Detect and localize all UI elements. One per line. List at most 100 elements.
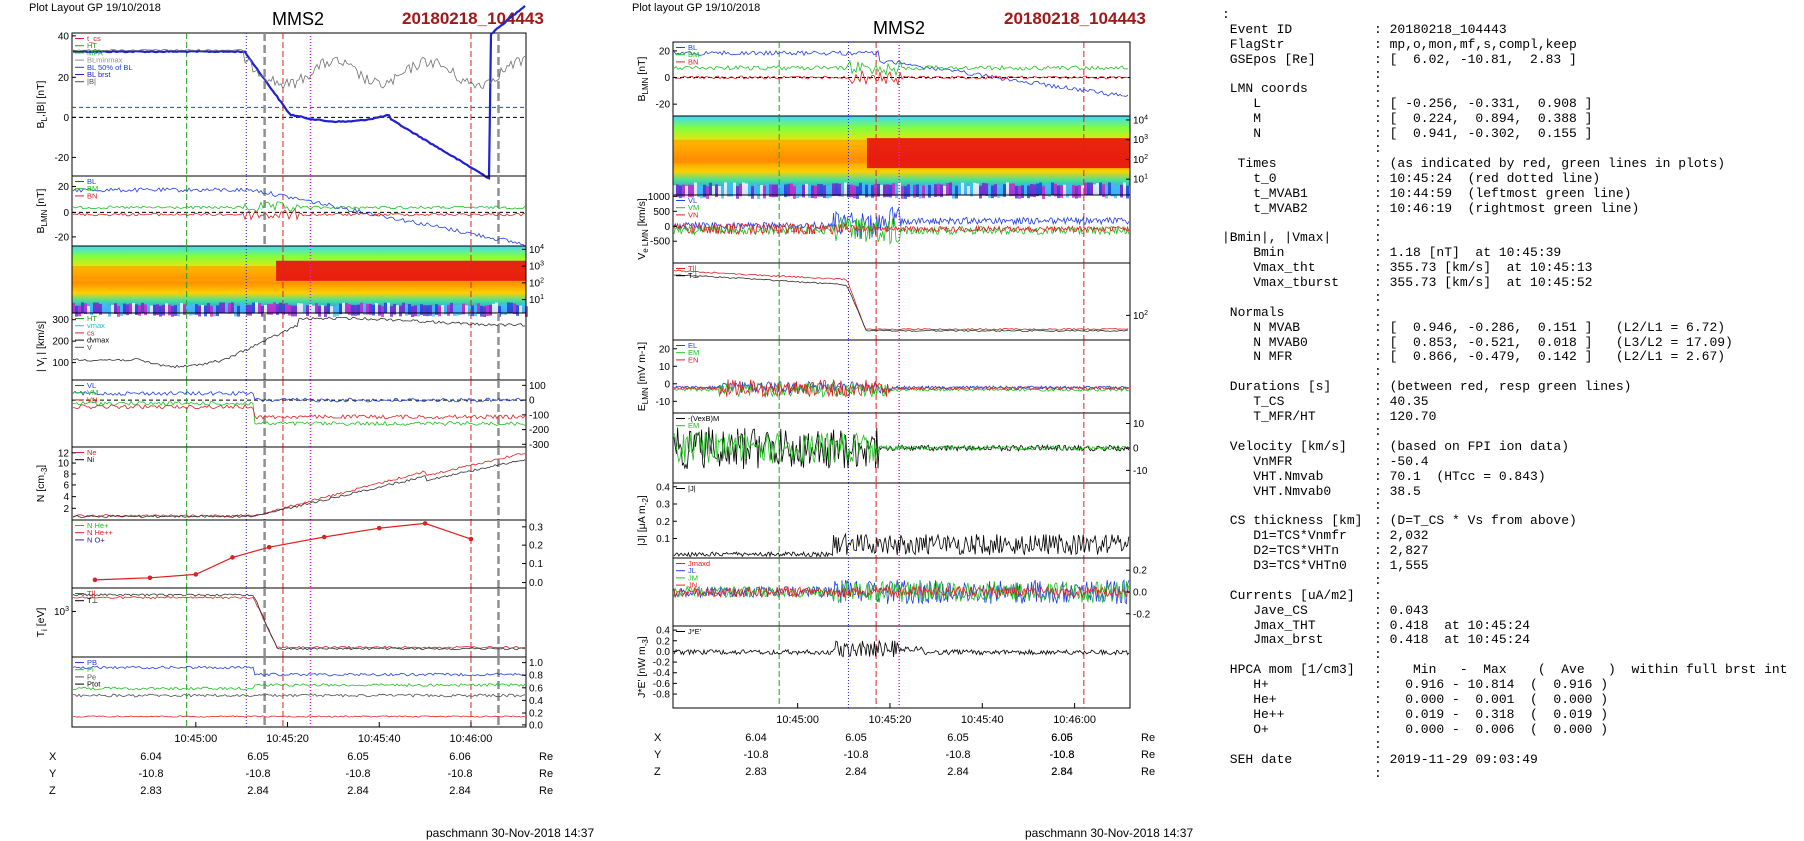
spectrogram-noise <box>901 186 904 199</box>
spectrogram-noise <box>1081 185 1084 199</box>
vn-component <box>72 404 526 420</box>
spectrogram-noise <box>372 304 375 316</box>
spectrogram-noise <box>216 305 219 317</box>
panel-ylabel-right: N i [cm-3] <box>559 531 560 576</box>
spectrogram-noise <box>483 306 486 317</box>
summary-row: : <box>1222 290 1802 306</box>
left-tick-label: -0.6 <box>653 679 671 690</box>
summary-value: : 1,555 <box>1374 557 1429 573</box>
summary-value: : [ 6.02, -10.81, 2.83 ] <box>1374 51 1577 67</box>
summary-key: t_MVAB2 <box>1222 200 1308 216</box>
coord-value: 2.83 <box>745 766 766 778</box>
spectrogram-noise <box>934 184 937 197</box>
spectrogram-noise <box>255 302 258 314</box>
panel-8: 103 Ti [eV] T||T⊥ <box>35 587 527 658</box>
spectrogram-noise <box>306 305 309 317</box>
summary-key: Event ID <box>1222 21 1293 37</box>
he-plus-plus-point <box>321 534 327 540</box>
spectrogram-noise <box>817 183 820 197</box>
legend-entry: t_cs <box>87 34 101 43</box>
summary-row: Currents [uA/m2]: <box>1222 588 1802 604</box>
right-tick-label: 0.0 <box>529 720 543 731</box>
summary-value: : 38.5 <box>1374 483 1421 499</box>
spectrogram-noise <box>276 304 279 315</box>
legend-entry: MFR <box>87 48 104 57</box>
summary-key: Jmax_THT <box>1222 617 1316 633</box>
right-tick-label: 101 <box>529 294 544 306</box>
spectrogram-noise <box>1003 184 1006 197</box>
summary-row: t_MVAB2: 10:46:19 (rightmost green line) <box>1222 200 1802 217</box>
summary-row: Jmax_THT: 0.418 at 10:45:24 <box>1222 617 1802 634</box>
spectrogram-noise <box>420 304 423 315</box>
legend-entry: dvmax <box>87 336 109 345</box>
spectrogram-noise <box>919 185 922 199</box>
spectrogram-noise <box>922 185 925 199</box>
coord-row-label: Z <box>654 766 661 778</box>
ve-l-component <box>673 206 1130 239</box>
spectrogram-noise <box>369 303 372 315</box>
legend-entry: BL <box>87 177 96 186</box>
spectrogram-noise <box>880 184 883 198</box>
spectrogram-noise <box>291 305 294 317</box>
summary-key: t_MVAB1 <box>1222 185 1308 201</box>
coord-value: 2.84 <box>1051 766 1072 778</box>
spectrogram-noise <box>1096 182 1099 196</box>
summary-key: D2=TCS*VHTn <box>1222 543 1340 559</box>
spectrogram-noise <box>138 305 141 316</box>
jdote-trace <box>673 639 1130 658</box>
spectrogram-noise <box>435 304 438 315</box>
spectrogram-noise <box>793 186 796 199</box>
spectrogram-noise <box>423 305 426 316</box>
spectrogram-noise <box>204 305 207 317</box>
summary-row: : <box>1222 737 1802 753</box>
summary-key: GSEpos [Re] <box>1222 51 1316 67</box>
coord-row-label: X <box>654 732 662 744</box>
spectrogram-noise <box>1099 182 1102 196</box>
left-tick-label: -20 <box>55 232 70 243</box>
right-tick-label: 103 <box>1133 134 1148 146</box>
summary-value: : -50.4 <box>1374 453 1429 469</box>
summary-row: VHT.Nmvab: 70.1 (HTcc = 0.843) <box>1222 469 1802 485</box>
summary-value: : <box>1374 230 1382 246</box>
summary-row: T_CS: 40.35 <box>1222 394 1802 410</box>
spectrogram-noise <box>378 304 381 316</box>
left-tick-label: 0.3 <box>656 500 670 511</box>
spectrogram-noise <box>363 303 366 315</box>
spectrogram-noise <box>387 302 390 314</box>
j-magnitude <box>673 532 1130 558</box>
spectrogram-noise <box>78 305 81 317</box>
summary-row: D3=TCS*VHTn0: 1,555 <box>1222 557 1802 574</box>
spectrogram-noise <box>162 304 165 316</box>
left-tick-label: 0 <box>664 379 670 390</box>
summary-key: N MVAB0 <box>1222 334 1308 350</box>
summary-row: t_0: 10:45:24 (red dotted line) <box>1222 171 1802 187</box>
te-perp <box>673 274 1129 332</box>
panel-ylabel: |J| [μA m-2] <box>636 495 650 546</box>
legend-entry: N He+ <box>87 521 109 530</box>
spectrogram-noise <box>787 183 790 197</box>
spectrogram-noise <box>258 303 261 314</box>
coord-value: 6.05 <box>845 732 866 744</box>
right-tick-label: 102 <box>1133 310 1148 322</box>
panel-frame <box>71 32 527 177</box>
spectrogram-noise <box>970 183 973 197</box>
he-plus-plus-point <box>230 555 235 560</box>
spectrogram-noise <box>360 302 363 314</box>
left-tick-label: 12 <box>58 448 70 459</box>
spectrogram-noise <box>1024 183 1027 197</box>
spectrogram-noise <box>156 304 159 316</box>
left-tick-label: 300 <box>52 315 69 326</box>
spectrogram-noise <box>895 185 898 199</box>
time-tick-label: 10:45:40 <box>961 714 1004 726</box>
legend-entry: Pi <box>87 665 94 674</box>
spectrogram-noise <box>892 183 895 196</box>
summary-value: : <box>1374 647 1382 663</box>
spectrogram-noise <box>438 305 441 317</box>
spectrogram-noise <box>823 185 826 198</box>
spectrogram-noise <box>189 304 192 316</box>
spectrogram-noise <box>234 305 237 317</box>
spectrogram-noise <box>126 304 129 316</box>
spectrogram-noise <box>685 186 688 199</box>
